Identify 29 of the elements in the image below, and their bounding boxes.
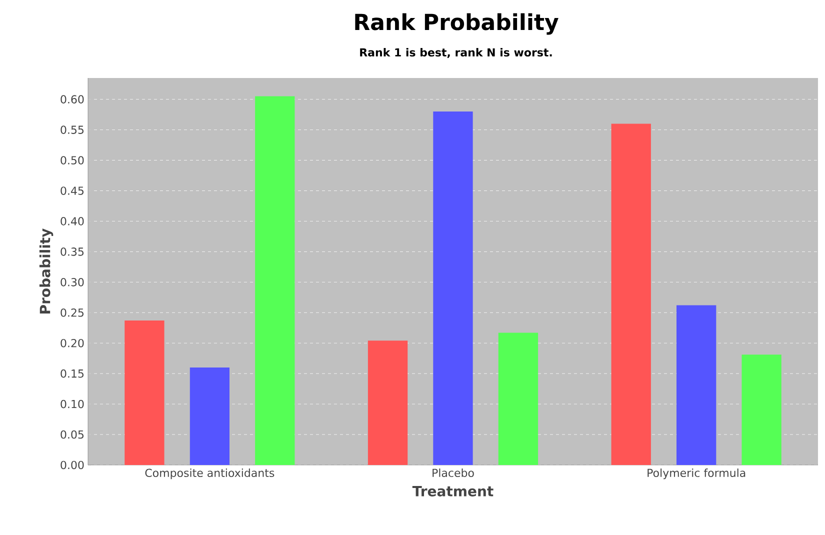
- y-tick-label: 0.00: [60, 460, 84, 470]
- y-tick-label: 0.60: [60, 95, 84, 104]
- y-tick-label: 0.20: [60, 338, 84, 348]
- bar: [368, 340, 408, 465]
- y-tick-label: 0.45: [60, 186, 84, 195]
- y-tick-label: 0.05: [60, 430, 84, 439]
- x-tick-label: Polymeric formula: [648, 468, 746, 480]
- bar: [611, 124, 651, 465]
- y-axis-title: Probability: [39, 228, 54, 314]
- bar: [190, 367, 230, 465]
- y-tick-label: 0.10: [60, 400, 84, 408]
- chart-title: Rank Probability: [355, 13, 558, 35]
- bar: [742, 354, 782, 465]
- bar: [255, 96, 295, 465]
- y-tick-label: 0.35: [60, 248, 84, 256]
- x-tick-label: Composite antioxidants: [145, 468, 274, 480]
- chart-subtitle: Rank 1 is best, rank N is worst.: [360, 48, 552, 58]
- y-tick-label: 0.40: [60, 217, 84, 226]
- x-axis-title: Treatment: [412, 486, 494, 496]
- y-tick-label: 0.55: [60, 126, 84, 134]
- y-tick-label: 0.30: [60, 278, 84, 286]
- bar: [433, 112, 473, 465]
- bar: [124, 320, 164, 465]
- x-tick-label: Placebo: [432, 468, 474, 478]
- y-tick-label: 0.25: [60, 308, 84, 317]
- bar: [498, 332, 538, 465]
- y-tick-label: 0.15: [60, 369, 84, 378]
- bar: [676, 305, 716, 465]
- y-tick-label: 0.50: [60, 156, 84, 164]
